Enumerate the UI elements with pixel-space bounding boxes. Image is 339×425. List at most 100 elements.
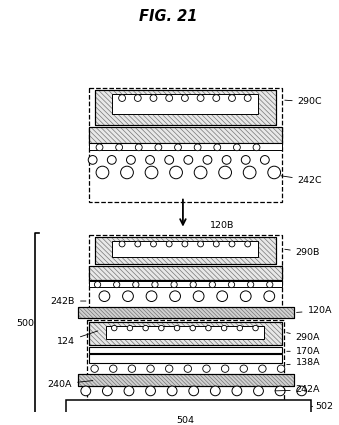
Circle shape [240,291,251,301]
Circle shape [123,291,133,301]
Circle shape [217,291,227,301]
Circle shape [182,241,188,247]
Bar [78,374,294,386]
Circle shape [203,365,210,372]
Circle shape [219,166,232,179]
Circle shape [254,386,263,396]
Circle shape [247,281,254,288]
Circle shape [221,326,227,331]
Circle shape [228,281,235,288]
Text: 504: 504 [176,416,194,425]
Circle shape [135,241,141,247]
Text: 242A: 242A [275,385,320,394]
Text: 240A: 240A [47,380,93,388]
Circle shape [143,326,148,331]
Circle shape [175,144,181,151]
Circle shape [112,326,117,331]
Circle shape [167,386,177,396]
Circle shape [229,241,235,247]
Circle shape [146,386,156,396]
Circle shape [96,166,109,179]
Circle shape [260,156,269,164]
Circle shape [259,365,266,372]
Circle shape [181,95,188,102]
Circle shape [211,386,220,396]
Circle shape [134,95,141,102]
Circle shape [135,144,142,151]
Bar [95,237,276,264]
Circle shape [267,281,273,288]
Circle shape [243,166,256,179]
Circle shape [151,241,156,247]
Circle shape [145,166,158,179]
Circle shape [209,281,216,288]
Bar [89,127,282,142]
Circle shape [275,386,285,396]
Text: 502: 502 [312,402,333,411]
Circle shape [171,281,177,288]
Circle shape [121,166,133,179]
Circle shape [165,156,174,164]
Bar [89,144,282,150]
Circle shape [170,291,180,301]
Text: 290B: 290B [285,248,320,257]
Circle shape [240,365,247,372]
Bar [95,237,276,264]
Circle shape [81,386,91,396]
Bar [89,347,282,353]
Text: 500: 500 [16,319,34,328]
Text: 120A: 120A [297,306,332,315]
Circle shape [91,365,98,372]
Circle shape [206,326,211,331]
Circle shape [102,386,112,396]
Circle shape [146,156,155,164]
Circle shape [166,95,173,102]
Circle shape [133,281,139,288]
Bar [78,374,294,386]
Circle shape [126,156,135,164]
Circle shape [147,365,154,372]
Circle shape [190,326,196,331]
Bar [95,91,276,125]
Circle shape [128,365,136,372]
Text: 242B: 242B [51,297,86,306]
Circle shape [174,326,180,331]
Circle shape [114,281,120,288]
Bar [89,322,282,346]
Text: 138A: 138A [287,358,320,367]
Circle shape [194,166,207,179]
Text: 120B: 120B [211,221,235,230]
Circle shape [165,365,173,372]
Circle shape [245,241,251,247]
Circle shape [116,144,123,151]
Circle shape [253,326,258,331]
Bar [89,266,282,280]
Circle shape [190,281,196,288]
Bar [106,326,264,339]
Circle shape [222,156,231,164]
Circle shape [194,144,201,151]
Circle shape [189,386,199,396]
Circle shape [99,291,110,301]
Circle shape [159,326,164,331]
Circle shape [119,241,125,247]
Circle shape [127,326,133,331]
Bar [89,88,282,202]
Circle shape [264,291,275,301]
Circle shape [146,291,157,301]
Circle shape [297,386,306,396]
Circle shape [119,95,125,102]
Circle shape [253,144,260,151]
Circle shape [109,365,117,372]
Circle shape [198,241,203,247]
Bar [112,94,258,113]
Circle shape [268,166,281,179]
Circle shape [88,156,97,164]
Circle shape [221,365,229,372]
Bar [66,400,312,414]
Circle shape [197,95,204,102]
Circle shape [184,365,192,372]
Text: FIG. 21: FIG. 21 [139,9,197,24]
Circle shape [96,144,103,151]
Bar [89,354,282,363]
